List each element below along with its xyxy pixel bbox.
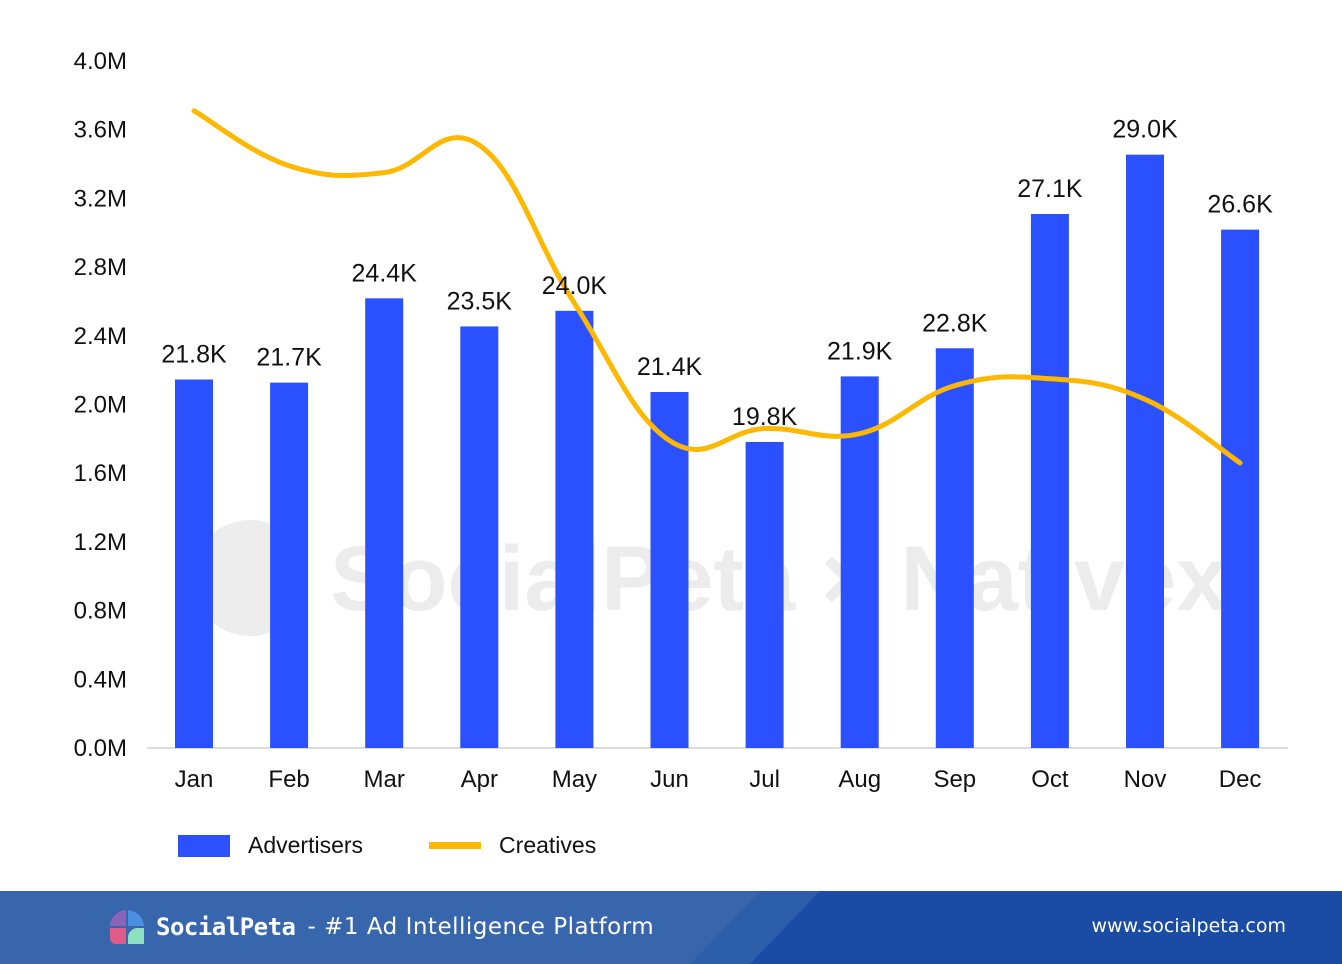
y-tick-label: 1.2M: [74, 529, 127, 556]
legend: Advertisers Creatives: [178, 832, 662, 859]
data-label: 27.1K: [1017, 175, 1083, 203]
bar-jul: [745, 441, 784, 748]
data-label: 21.7K: [256, 344, 322, 372]
footer-url-link[interactable]: www.socialpeta.com: [1091, 915, 1286, 937]
legend-item-creatives[interactable]: Creatives: [429, 832, 596, 859]
data-label: 21.4K: [637, 353, 703, 381]
bar-dec: [1221, 229, 1260, 749]
x-tick-label: Jan: [175, 766, 214, 793]
x-tick-label: Sep: [933, 766, 976, 793]
footer-decoration: [0, 891, 760, 964]
x-tick-label: Feb: [268, 766, 309, 793]
data-label: 24.4K: [352, 259, 418, 287]
x-tick-label: Apr: [461, 766, 498, 793]
footer-tagline: - #1 Ad Intelligence Platform: [307, 914, 655, 940]
x-tick-label: Nov: [1124, 766, 1167, 793]
line-series-creatives: [191, 108, 1243, 466]
data-label: 22.8K: [922, 309, 988, 337]
x-tick-label: Dec: [1219, 766, 1262, 793]
y-tick-label: 2.4M: [74, 323, 127, 350]
x-tick-label: Oct: [1031, 766, 1069, 793]
footer-banner: SocialPeta - #1 Ad Intelligence Platform…: [0, 891, 1342, 964]
legend-item-advertisers[interactable]: Advertisers: [178, 832, 363, 859]
data-label: 21.8K: [161, 341, 227, 369]
x-tick-label: Jun: [650, 766, 689, 793]
socialpeta-logo-icon: [109, 910, 144, 944]
bar-jun: [650, 392, 689, 748]
x-tick-label: May: [552, 766, 597, 793]
data-label: 21.9K: [827, 337, 893, 365]
legend-label: Creatives: [499, 832, 597, 858]
bar-may: [555, 310, 594, 748]
bar-nov: [1126, 154, 1164, 748]
bar-sep: [935, 348, 974, 748]
bar-aug: [840, 376, 879, 748]
y-tick-label: 2.8M: [74, 254, 127, 281]
bar-apr: [460, 326, 499, 748]
footer-brand: SocialPeta - #1 Ad Intelligence Platform: [108, 908, 654, 946]
footer-brand-name: SocialPeta: [156, 913, 296, 941]
data-label: 26.6K: [1207, 191, 1273, 219]
bar-series-advertisers: [175, 154, 1260, 749]
bar-jan: [175, 379, 213, 748]
legend-swatch-line-icon: [429, 842, 482, 849]
y-axis: 0.0M 0.4M 0.8M 1.2M 1.6M 2.0M 2.4M 2.8M 3.2M 3.6M…: [74, 48, 127, 762]
x-tick-label: Mar: [364, 766, 405, 793]
legend-label: Advertisers: [248, 832, 364, 858]
y-tick-label: 0.0M: [74, 735, 127, 762]
data-label: 29.0K: [1112, 116, 1178, 144]
legend-swatch-bar-icon: [178, 834, 230, 857]
watermark: SocialPeta × Nativex: [192, 520, 1228, 636]
y-tick-label: 0.4M: [74, 666, 127, 693]
x-tick-label: Jul: [749, 766, 780, 793]
x-axis: Jan Feb Mar Apr May Jun Jul Aug Sep Oct Nov Dec: [175, 766, 1262, 793]
y-tick-label: 2.0M: [74, 392, 127, 419]
y-tick-label: 1.6M: [74, 460, 127, 487]
y-tick-label: 0.8M: [74, 598, 127, 625]
bar-feb: [270, 382, 309, 748]
y-tick-label: 3.2M: [74, 185, 127, 212]
chart: SocialPeta × Nativex 0.0M 0.4M 0.8M 1.2M 1.6…: [74, 48, 1288, 793]
data-label: 19.8K: [732, 403, 798, 431]
data-label: 23.5K: [447, 287, 513, 315]
data-label: 24.0K: [542, 272, 608, 300]
y-tick-label: 3.6M: [74, 117, 127, 144]
x-tick-label: Aug: [838, 766, 881, 793]
data-labels: 21.8K 21.7K 24.4K 23.5K 24.0K 21.4K 19.8K 21.9K…: [161, 116, 1273, 431]
bar-oct: [1030, 214, 1069, 748]
bar-mar: [365, 298, 404, 748]
y-tick-label: 4.0M: [74, 48, 127, 75]
